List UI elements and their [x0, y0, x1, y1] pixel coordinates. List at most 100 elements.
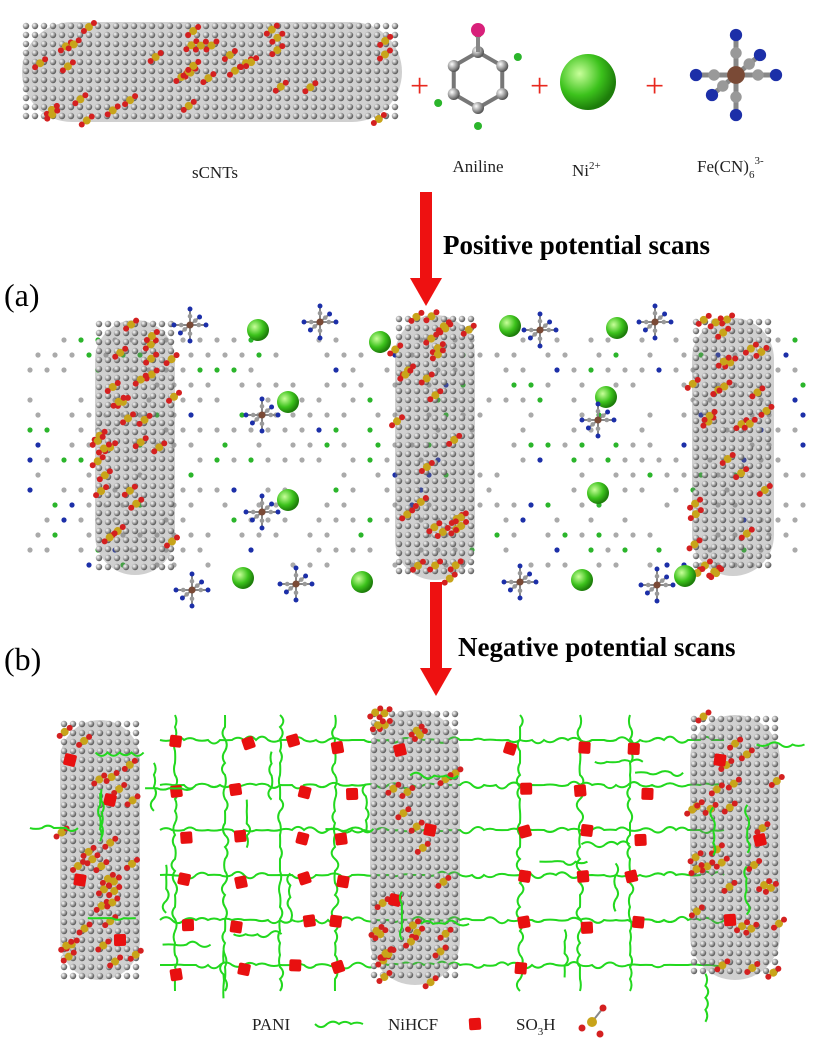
atom: [302, 59, 308, 65]
atom: [88, 811, 94, 817]
polymer-atom: [588, 337, 593, 342]
oxygen-atom: [193, 47, 199, 53]
atom: [468, 505, 474, 511]
atom: [159, 501, 165, 507]
polymer-atom: [613, 472, 618, 477]
atom: [763, 923, 769, 929]
atom: [159, 474, 165, 480]
oxygen-atom: [423, 983, 429, 989]
atom: [405, 541, 411, 547]
oxygen-atom: [432, 953, 438, 959]
atom: [114, 474, 120, 480]
atom: [168, 411, 174, 417]
oxygen-atom: [718, 766, 724, 772]
atom: [32, 50, 38, 56]
oxygen-atom: [579, 1025, 586, 1032]
polymer-atom: [290, 412, 295, 417]
atom: [747, 355, 753, 361]
polymer-atom: [333, 487, 338, 492]
atom: [141, 528, 147, 534]
oxygen-atom: [699, 566, 705, 572]
carbon-atom: [188, 332, 193, 337]
atom: [23, 50, 29, 56]
oxygen-atom: [174, 535, 180, 541]
atom: [756, 319, 762, 325]
oxygen-atom: [436, 327, 442, 333]
atom: [257, 95, 263, 101]
atom: [113, 50, 119, 56]
atom: [443, 954, 449, 960]
polymer-atom: [188, 352, 193, 357]
oxygen-atom: [90, 442, 96, 448]
pani-chain: [363, 784, 369, 832]
atom: [131, 59, 137, 65]
atom: [702, 481, 708, 487]
atom: [132, 510, 138, 516]
oxygen-atom: [121, 395, 127, 401]
atom: [79, 892, 85, 898]
atom: [396, 334, 402, 340]
oxygen-atom: [710, 391, 716, 397]
atom: [159, 429, 165, 435]
atom: [396, 523, 402, 529]
atom: [459, 442, 465, 448]
nitrogen-atom: [206, 588, 211, 593]
atom: [738, 463, 744, 469]
atom: [158, 95, 164, 101]
atom: [727, 905, 733, 911]
polymer-atom: [588, 367, 593, 372]
atom: [133, 811, 139, 817]
atom: [700, 878, 706, 884]
atom: [432, 469, 438, 475]
atom: [61, 775, 67, 781]
atom: [736, 941, 742, 947]
atom: [150, 519, 156, 525]
carbon-atom: [509, 580, 514, 585]
nitrogen-atom: [522, 328, 527, 333]
atom: [113, 23, 119, 29]
polymer-atom: [35, 472, 40, 477]
atom: [443, 819, 449, 825]
atom: [383, 23, 389, 29]
carbon-atom: [197, 323, 202, 328]
polymer-atom: [316, 427, 321, 432]
oxygen-atom: [166, 398, 172, 404]
atom: [104, 32, 110, 38]
atom: [159, 411, 165, 417]
atom: [140, 59, 146, 65]
atom: [114, 546, 120, 552]
atom: [407, 909, 413, 915]
nihcf-unit: [634, 834, 647, 847]
atom: [392, 23, 398, 29]
atom: [416, 783, 422, 789]
polymer-atom: [494, 532, 499, 537]
atom: [122, 113, 128, 119]
polymer-atom: [307, 562, 312, 567]
polymer-atom: [554, 517, 559, 522]
atom: [284, 68, 290, 74]
atom: [772, 905, 778, 911]
atom: [320, 113, 326, 119]
atom: [443, 972, 449, 978]
atom: [95, 41, 101, 47]
atom: [772, 860, 778, 866]
atom: [96, 366, 102, 372]
atom: [452, 720, 458, 726]
atom: [371, 873, 377, 879]
atom: [747, 436, 753, 442]
atom: [718, 878, 724, 884]
polymer-atom: [231, 457, 236, 462]
oxygen-atom: [442, 945, 448, 951]
atom: [405, 388, 411, 394]
atom: [365, 68, 371, 74]
benzene-ring: [454, 52, 502, 108]
nitrogen-atom: [547, 320, 552, 325]
polymer-atom: [350, 517, 355, 522]
atom: [23, 41, 29, 47]
atom: [114, 420, 120, 426]
atom: [230, 59, 236, 65]
atom: [700, 788, 706, 794]
oxygen-atom: [90, 462, 96, 468]
carbon-atom: [743, 58, 754, 69]
polymer-atom: [86, 412, 91, 417]
